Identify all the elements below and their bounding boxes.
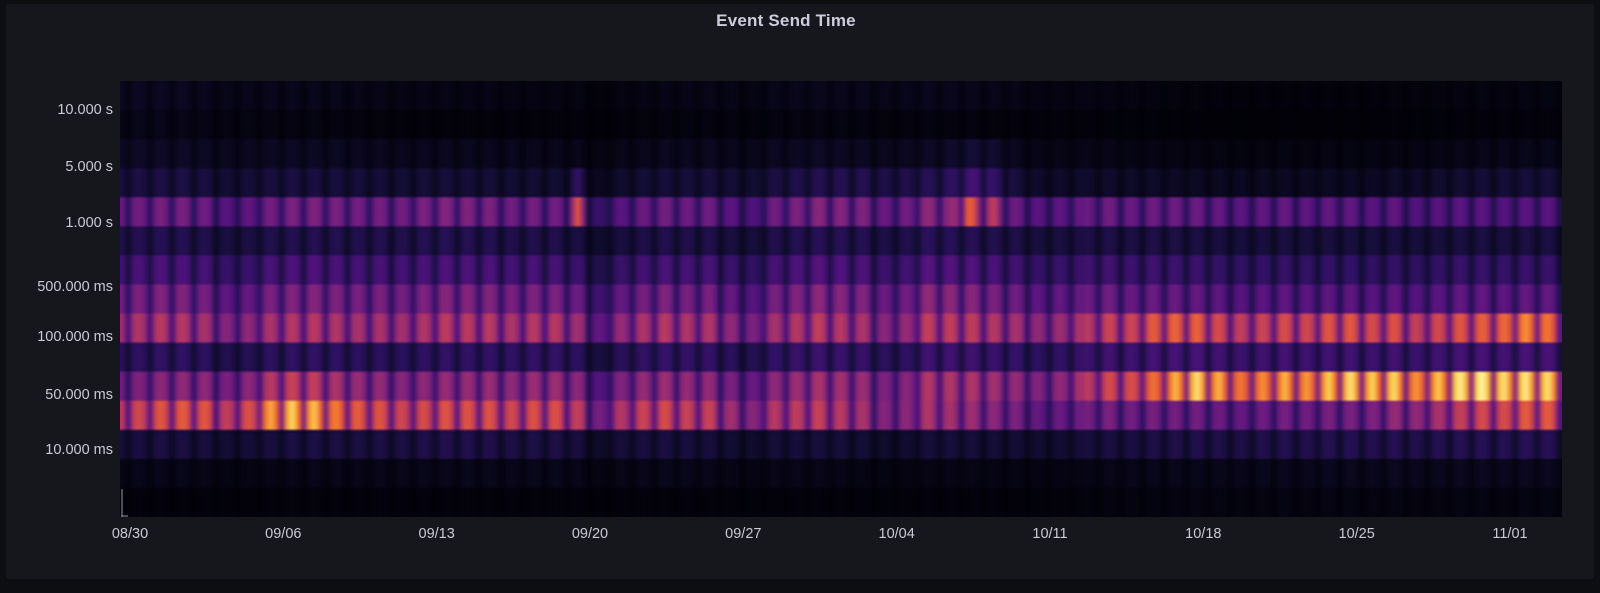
y-axis-label: 1.000 s <box>65 215 113 231</box>
axis-corner-tick <box>121 489 123 517</box>
y-axis-label: 5.000 s <box>65 159 113 175</box>
y-axis-label: 10.000 s <box>57 102 113 118</box>
panel-title: Event Send Time <box>716 11 856 30</box>
y-axis-label: 500.000 ms <box>37 279 113 295</box>
heatmap-plot-area <box>120 81 1562 517</box>
axis-corner-tick-foot <box>121 515 128 517</box>
y-axis-label: 50.000 ms <box>45 387 113 403</box>
y-axis: 10.000 s 5.000 s 1.000 s 500.000 ms 100.000 … <box>0 0 113 517</box>
y-axis-label: 10.000 ms <box>45 442 113 458</box>
heatmap-canvas[interactable] <box>120 81 1562 517</box>
y-axis-label: 100.000 ms <box>37 329 113 345</box>
